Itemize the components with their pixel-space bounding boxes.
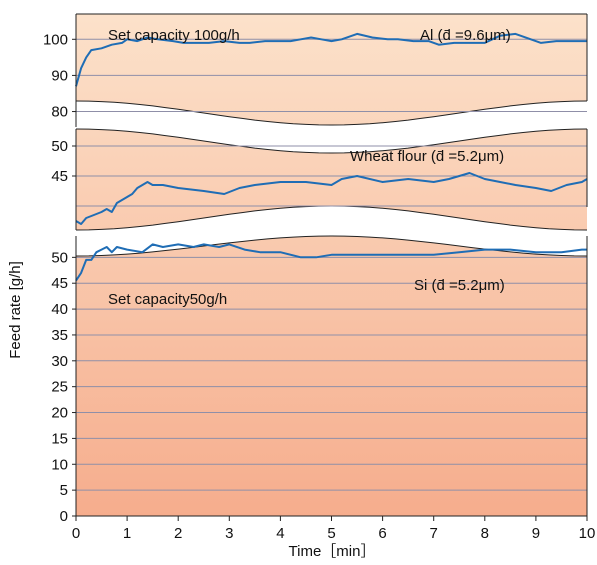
panel-middle-band [76,129,587,230]
x-tick-label: 6 [378,525,386,542]
y-tick-label: 15 [51,430,68,447]
break-line-1a [75,100,588,126]
y-axis-title: Feed rate [g/h] [7,261,24,359]
x-tick-label: 8 [481,525,489,542]
panel-bottom-band [76,236,587,516]
x-tick-label: 0 [72,525,80,542]
y-tick-label: 20 [51,405,68,422]
x-tick-label: 10 [579,525,596,542]
series-line-top [75,32,587,87]
series-line-middle [75,172,588,225]
y-tick-label: 45 [51,275,68,292]
series-label-wheat-flour: Wheat flour (d̄ =5.2μm) [350,148,504,165]
x-axis-title: Time［min］ [289,543,376,560]
chart-labels: Set capacity 100g/h Al (d̄ =9.6μm) Wheat… [7,27,511,560]
y-tick-label: 25 [51,379,68,396]
y-tick-label: 80 [51,104,68,121]
data-lines [75,32,588,282]
x-tick-label: 1 [123,525,131,542]
annotation-top-left: Set capacity 100g/h [108,27,240,44]
break-line-2b [75,235,588,257]
x-tick-label: 5 [327,525,335,542]
y-tick-label: 45 [51,168,68,185]
y-tick-label: 10 [51,456,68,473]
x-tick-label: 4 [276,525,284,542]
y-tick-label: 50 [51,138,68,155]
panel-top-band [76,14,587,125]
break-line-1b [75,128,588,154]
y-tick-label: 40 [51,301,68,318]
x-tick-label: 7 [430,525,438,542]
y-tick-label: 35 [51,327,68,344]
y-tick-label: 0 [60,508,68,525]
y-tick-label: 5 [60,482,68,499]
panel-backgrounds [75,13,588,516]
y-tick-label: 100 [43,31,68,48]
y-tick-label: 50 [51,249,68,266]
y-tick-label: 30 [51,353,68,370]
series-label-al: Al (d̄ =9.6μm) [420,27,511,44]
y-tick-label: 90 [51,67,68,84]
x-tick-label: 3 [225,525,233,542]
annotation-bottom-left: Set capacity50g/h [108,291,227,308]
series-label-si: Si (d̄ =5.2μm) [414,277,505,294]
x-tick-label: 9 [532,525,540,542]
x-tick-label: 2 [174,525,182,542]
series-line-bottom [75,243,587,282]
